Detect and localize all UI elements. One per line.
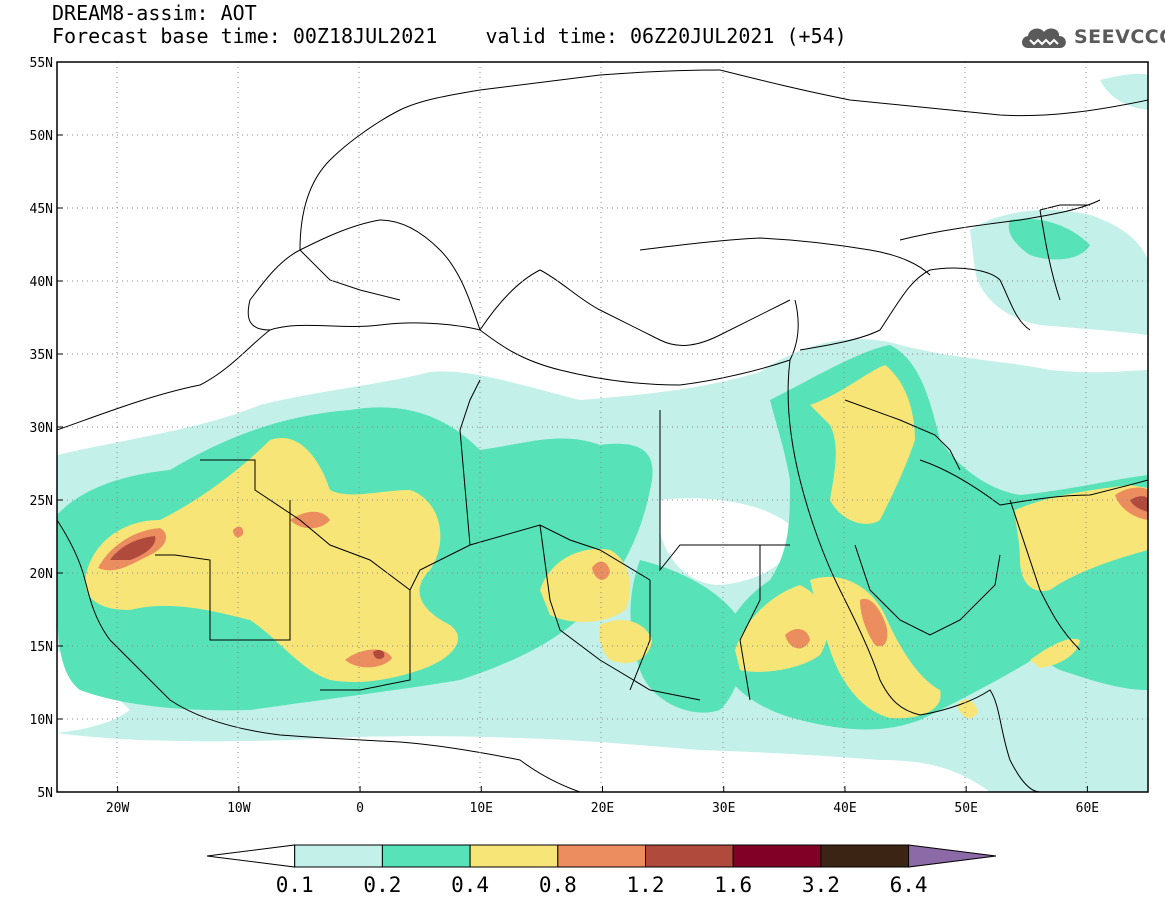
country-borders: [155, 204, 1090, 701]
title-line-2: Forecast base time: 00Z18JUL2021 valid t…: [52, 24, 847, 48]
lat-label: 50N: [30, 129, 53, 144]
coastlines: [57, 69, 1148, 792]
colorbar-swatch: [381, 844, 471, 868]
lon-label: 0: [356, 801, 364, 816]
title-line-1: DREAM8-assim: AOT: [52, 1, 257, 25]
lon-label: 20E: [591, 801, 614, 816]
colorbar-label: 0.2: [363, 873, 401, 897]
aot-band-0.4: [85, 365, 1148, 719]
colorbar-high-arrow: [908, 844, 997, 868]
colorbar-swatch: [294, 844, 383, 868]
colorbar-swatch: [469, 844, 559, 868]
lon-label: 40E: [833, 801, 856, 816]
lat-label: 10N: [30, 713, 53, 728]
colorbar-low-arrow: [206, 844, 296, 868]
colorbar: 0.1 0.2 0.4 0.8 1.2 1.6 3.2 6.4: [206, 844, 997, 897]
colorbar-swatch: [557, 844, 646, 868]
graticule: [57, 62, 1148, 792]
cloud-icon: [1022, 28, 1066, 48]
lon-label: 10E: [470, 801, 493, 816]
lat-label: 5N: [37, 786, 53, 801]
lat-label: 30N: [30, 421, 53, 436]
lat-label: 55N: [30, 56, 53, 71]
logo-text: SEEVCCC: [1074, 26, 1165, 48]
latitude-axis: 55N 50N 45N 40N 35N 30N 25N 20N 15N 10N 5N: [30, 56, 63, 801]
colorbar-swatch: [820, 844, 910, 868]
aot-band-1.2: [110, 496, 1148, 660]
longitude-axis: 20W 10W 0 10E 20E 30E 40E 50E 60E: [106, 786, 1099, 816]
map-title: DREAM8-assim: AOT Forecast base time: 00Z…: [52, 2, 847, 48]
colorbar-label: 0.4: [451, 873, 489, 897]
seevccc-logo: SEEVCCC: [1018, 22, 1165, 52]
aot-fields: [57, 62, 1148, 792]
colorbar-swatch: [645, 844, 734, 868]
lat-label: 40N: [30, 275, 53, 290]
lon-label: 20W: [106, 801, 130, 816]
lon-label: 30E: [712, 801, 735, 816]
lon-label: 60E: [1076, 801, 1099, 816]
colorbar-label: 0.8: [539, 873, 577, 897]
lat-label: 45N: [30, 202, 53, 217]
colorbar-label: 3.2: [802, 873, 840, 897]
colorbar-label: 6.4: [890, 873, 928, 897]
lat-label: 25N: [30, 494, 53, 509]
colorbar-label: 0.1: [276, 873, 314, 897]
lat-label: 35N: [30, 348, 53, 363]
lat-label: 15N: [30, 640, 53, 655]
lon-label: 10W: [227, 801, 251, 816]
colorbar-label: 1.6: [714, 873, 752, 897]
colorbar-swatch: [732, 844, 822, 868]
lat-label: 20N: [30, 567, 53, 582]
colorbar-label: 1.2: [627, 873, 665, 897]
lon-label: 50E: [954, 801, 977, 816]
